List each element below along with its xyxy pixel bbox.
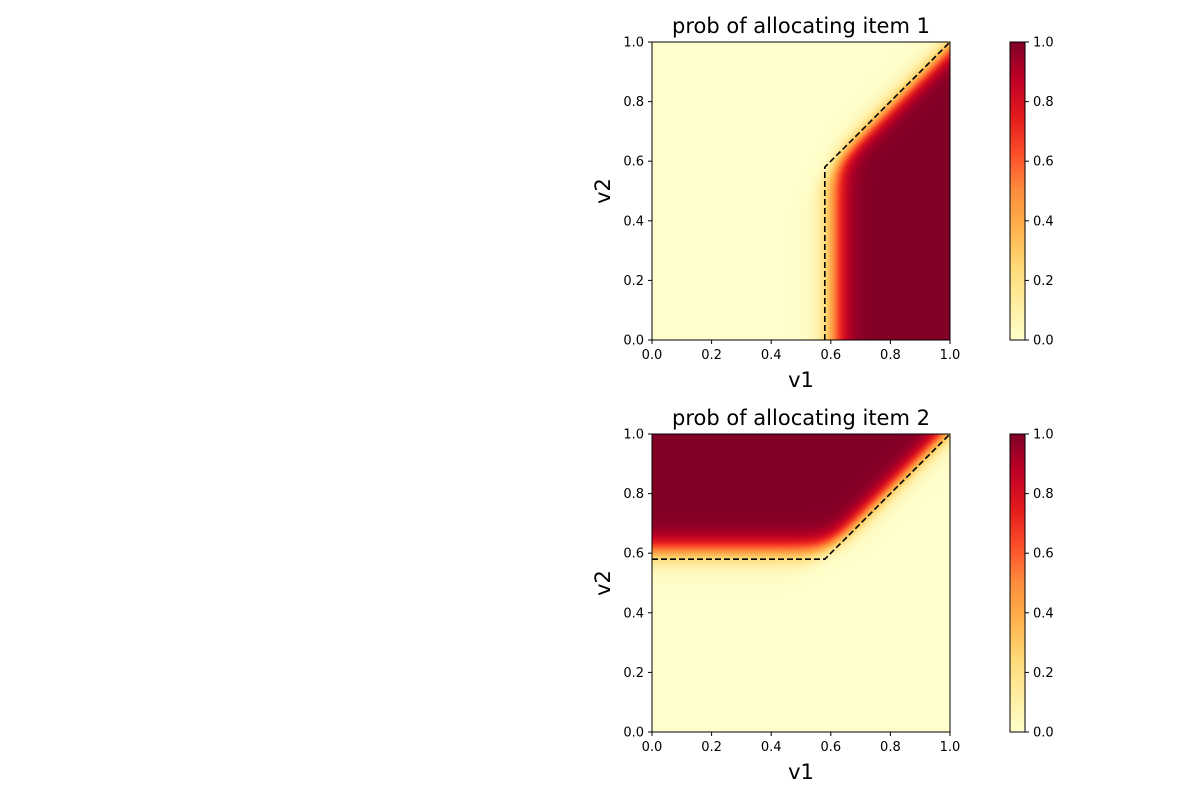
- x-tick-label: 0.8: [880, 348, 901, 363]
- y-tick-label: 0.0: [623, 334, 644, 349]
- x-tick-label: 1.0: [940, 740, 961, 755]
- y-tick-label: 0.2: [623, 666, 644, 681]
- decision-boundary: [652, 433, 951, 561]
- colorbar-tick-label: 0.8: [1033, 487, 1054, 502]
- decision-boundary: [823, 41, 951, 340]
- colorbar-tick-label: 0.4: [1033, 214, 1054, 229]
- y-tick-label: 0.8: [623, 95, 644, 110]
- y-tick-label: 0.4: [623, 606, 644, 621]
- y-tick-label: 0.0: [623, 726, 644, 741]
- x-tick-label: 0.0: [642, 740, 663, 755]
- x-tick-label: 0.2: [701, 740, 722, 755]
- x-tick-label: 0.6: [820, 740, 841, 755]
- chart-title: prob of allocating item 2: [672, 406, 930, 430]
- heatmap-image: [652, 42, 950, 340]
- x-tick-label: 0.4: [761, 740, 782, 755]
- y-tick-label: 1.0: [623, 428, 644, 443]
- y-tick-label: 0.4: [623, 214, 644, 229]
- colorbar-gradient: [1009, 433, 1026, 733]
- colorbar-tick-label: 1.0: [1033, 428, 1054, 443]
- y-tick-label: 0.8: [623, 487, 644, 502]
- colorbar-gradient: [1009, 41, 1026, 341]
- x-axis-label: v1: [788, 368, 814, 392]
- y-axis-label: v2: [591, 570, 615, 596]
- y-tick-label: 0.6: [623, 547, 644, 562]
- x-tick-label: 1.0: [940, 348, 961, 363]
- colorbar-tick-label: 0.4: [1033, 606, 1054, 621]
- plot-frame: [651, 41, 951, 341]
- colorbar-tick-label: 0.2: [1033, 274, 1054, 289]
- y-tick-label: 0.6: [623, 155, 644, 170]
- x-tick-label: 0.0: [642, 348, 663, 363]
- x-tick-label: 0.6: [820, 348, 841, 363]
- chart-1: 0.0 0.2 0.4 0.6 0.8 1.0 0.0 0.2 0.4 0.6 0.8 1.0 prob…: [591, 14, 1054, 392]
- colorbar-tick-label: 0.0: [1033, 726, 1054, 741]
- colorbar: 0.0 0.2 0.4 0.6 0.8 1.0: [1009, 36, 1054, 349]
- colorbar-tick-label: 0.6: [1033, 155, 1054, 170]
- colorbar-tick-label: 0.0: [1033, 334, 1054, 349]
- y-axis-label: v2: [591, 178, 615, 204]
- heatmap-image: [652, 434, 950, 732]
- chart-title: prob of allocating item 1: [672, 14, 930, 38]
- colorbar-tick-label: 1.0: [1033, 36, 1054, 51]
- y-tick-label: 0.2: [623, 274, 644, 289]
- x-axis-label: v1: [788, 760, 814, 784]
- x-tick-label: 0.8: [880, 740, 901, 755]
- colorbar-tick-label: 0.2: [1033, 666, 1054, 681]
- colorbar-tick-label: 0.6: [1033, 547, 1054, 562]
- colorbar-tick-label: 0.8: [1033, 95, 1054, 110]
- x-tick-label: 0.2: [701, 348, 722, 363]
- y-tick-label: 1.0: [623, 36, 644, 51]
- chart-2: 0.0 0.2 0.4 0.6 0.8 1.0 0.0 0.2 0.4 0.6 0.8 1.0 prob…: [591, 406, 1054, 784]
- x-tick-label: 0.4: [761, 348, 782, 363]
- colorbar: 0.0 0.2 0.4 0.6 0.8 1.0: [1009, 428, 1054, 741]
- plot-frame: [651, 433, 951, 733]
